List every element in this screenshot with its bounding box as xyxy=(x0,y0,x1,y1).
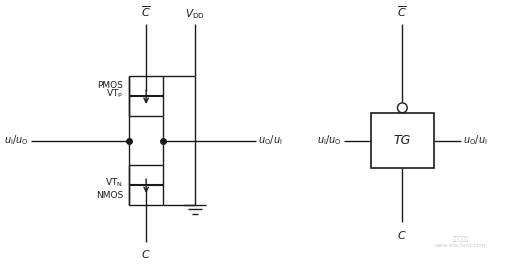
Text: $u_{\rm O}/u_{\rm I}$: $u_{\rm O}/u_{\rm I}$ xyxy=(258,134,283,147)
Text: $u_{\rm I}/u_{\rm O}$: $u_{\rm I}/u_{\rm O}$ xyxy=(4,134,29,147)
Bar xyxy=(371,113,434,168)
Text: $\overline{C}$: $\overline{C}$ xyxy=(398,5,407,19)
Text: TG: TG xyxy=(394,134,411,147)
Circle shape xyxy=(398,103,407,113)
Text: NMOS: NMOS xyxy=(96,192,123,200)
Text: $u_{\rm O}/u_{\rm I}$: $u_{\rm O}/u_{\rm I}$ xyxy=(463,134,488,147)
Text: $C$: $C$ xyxy=(141,249,151,260)
Text: $V_{\rm DD}$: $V_{\rm DD}$ xyxy=(185,7,205,21)
Text: $u_{\rm I}/u_{\rm O}$: $u_{\rm I}/u_{\rm O}$ xyxy=(317,134,341,147)
Text: $\overline{C}$: $\overline{C}$ xyxy=(141,5,151,19)
Text: $\rm VT_P$: $\rm VT_P$ xyxy=(106,87,123,100)
Text: $\rm VT_N$: $\rm VT_N$ xyxy=(105,176,123,189)
Text: 电子发烧友
www.elecfans.com: 电子发烧友 www.elecfans.com xyxy=(435,236,487,248)
Text: PMOS: PMOS xyxy=(97,81,123,90)
Text: $C$: $C$ xyxy=(398,229,407,241)
